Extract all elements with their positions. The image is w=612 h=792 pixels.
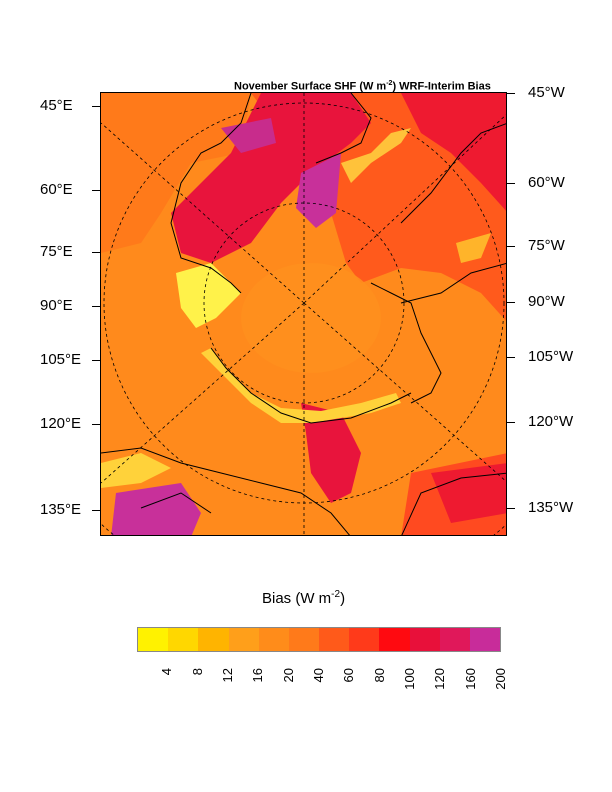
colorbar-label-7: 60	[341, 668, 357, 683]
colorbar-label-1: 4	[159, 668, 175, 676]
colorbar-label-2: 8	[189, 668, 205, 676]
colorbar-swatch-9	[379, 628, 410, 651]
colorbar-label-9: 100	[402, 668, 417, 690]
left-tick	[92, 360, 100, 361]
colorbar-label-12: 200	[493, 668, 508, 690]
colorbar-swatch-6	[288, 628, 320, 651]
left-tick	[92, 252, 100, 253]
left-tick	[92, 510, 100, 511]
right-tick	[507, 508, 515, 509]
left-lat-label-1: 45°E	[40, 97, 73, 114]
right-lat-label-6: 120°W	[528, 413, 574, 430]
left-lat-label-4: 90°E	[40, 297, 73, 314]
right-lat-label-2: 60°W	[528, 174, 565, 191]
colorbar-swatch-5	[258, 628, 289, 651]
right-lat-label-4: 90°W	[528, 293, 565, 310]
left-tick	[92, 424, 100, 425]
colorbar-label-10: 120	[432, 668, 448, 690]
colorbar-swatch-11	[439, 628, 470, 651]
colorbar-swatch-10	[409, 628, 440, 651]
map-field	[101, 93, 506, 535]
colorbar-swatch-7	[319, 628, 350, 651]
colorbar-label-4: 16	[250, 668, 266, 683]
left-tick	[92, 106, 100, 107]
left-tick	[92, 306, 100, 307]
right-tick	[507, 357, 515, 358]
right-tick	[507, 422, 515, 423]
map-title: November Surface SHF (W m-2) WRF-Interim…	[234, 80, 491, 93]
colorbar-label-3: 12	[220, 668, 235, 683]
colorbar-swatch-1	[138, 628, 169, 651]
right-lat-label-3: 75°W	[528, 237, 565, 254]
colorbar-swatch-2	[168, 628, 199, 651]
colorbar-swatch-3	[198, 628, 229, 651]
map-panel	[100, 92, 507, 536]
colorbar-title: Bias (W m-2)	[262, 589, 346, 607]
colorbar-label-6: 40	[311, 668, 326, 683]
left-lat-label-5: 105°E	[40, 351, 82, 368]
right-tick	[507, 183, 515, 184]
left-lat-label-3: 75°E	[40, 243, 73, 260]
right-lat-label-7: 135°W	[528, 499, 574, 516]
colorbar-swatch-4	[228, 628, 259, 651]
colorbar-label-11: 160	[462, 668, 478, 690]
right-tick	[507, 302, 515, 303]
right-lat-label-5: 105°W	[528, 348, 574, 365]
left-tick	[92, 190, 100, 191]
colorbar-swatch-12	[469, 628, 501, 651]
colorbar	[137, 627, 501, 652]
left-lat-label-7: 135°E	[40, 501, 82, 518]
left-lat-label-2: 60°E	[40, 181, 73, 198]
colorbar-swatch-8	[349, 628, 380, 651]
right-tick	[507, 246, 515, 247]
left-lat-label-6: 120°E	[40, 415, 82, 432]
colorbar-label-8: 80	[371, 668, 387, 683]
right-lat-label-1: 45°W	[528, 84, 565, 101]
right-tick	[507, 93, 515, 94]
colorbar-label-5: 20	[280, 668, 296, 683]
